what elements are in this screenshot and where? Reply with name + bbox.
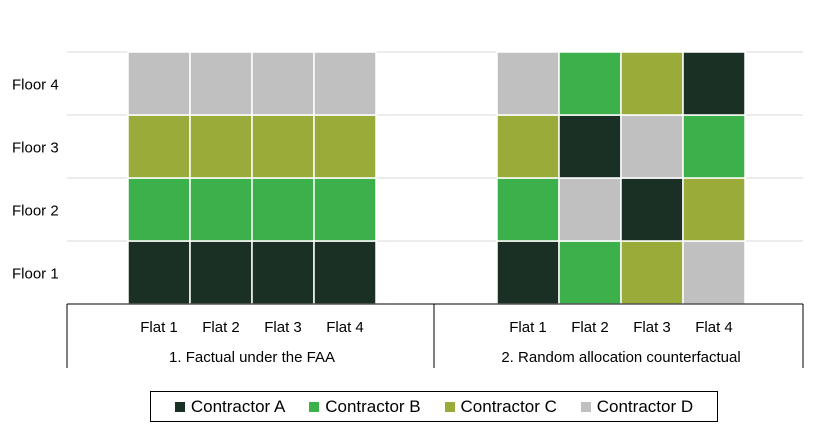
x-tick-label: Flat 1 bbox=[509, 319, 547, 336]
heatmap-cell bbox=[682, 240, 746, 305]
heatmap-cell bbox=[313, 240, 377, 305]
panel-label: 2. Random allocation counterfactual bbox=[501, 349, 740, 366]
legend-swatch bbox=[174, 401, 185, 412]
legend-item: Contractor A bbox=[174, 396, 286, 417]
heatmap-cell bbox=[620, 114, 684, 179]
x-tick-label: Flat 3 bbox=[264, 319, 302, 336]
legend: Contractor A Contractor B Contractor C Cont… bbox=[150, 391, 718, 422]
heatmap-cell bbox=[313, 177, 377, 242]
legend-item: Contractor D bbox=[580, 396, 694, 417]
heatmap-cell bbox=[558, 177, 622, 242]
heatmap-cell bbox=[127, 51, 191, 116]
x-tick-label: Flat 2 bbox=[571, 319, 609, 336]
y-tick-label: Floor 4 bbox=[12, 77, 59, 94]
heatmap-cell bbox=[189, 177, 253, 242]
heatmap-cell bbox=[189, 240, 253, 305]
y-tick-label: Floor 3 bbox=[12, 140, 59, 157]
y-tick-label: Floor 1 bbox=[12, 266, 59, 283]
heatmap-cell bbox=[496, 114, 560, 179]
heatmap-cell bbox=[313, 114, 377, 179]
heatmap-cell bbox=[496, 240, 560, 305]
heatmap-cell bbox=[558, 51, 622, 116]
heatmap-cell bbox=[127, 240, 191, 305]
heatmap-cell bbox=[251, 114, 315, 179]
category-axis bbox=[66, 303, 804, 368]
heatmap-cell bbox=[189, 51, 253, 116]
heatmap-cell bbox=[127, 114, 191, 179]
heatmap-cell bbox=[682, 177, 746, 242]
legend-item: Contractor C bbox=[444, 396, 557, 417]
legend-label: Contractor A bbox=[190, 396, 286, 416]
heatmap-cell bbox=[496, 177, 560, 242]
heatmap-cell bbox=[496, 51, 560, 116]
legend-swatch bbox=[309, 401, 320, 412]
heatmap-cell bbox=[189, 114, 253, 179]
legend-label: Contractor C bbox=[460, 396, 557, 416]
heatmap-cell bbox=[127, 177, 191, 242]
legend-item: Contractor B bbox=[309, 396, 421, 417]
legend-label: Contractor D bbox=[596, 396, 694, 416]
heatmap-cell bbox=[558, 114, 622, 179]
y-axis-labels: Floor 1 Floor 2 Floor 3 Floor 4 bbox=[12, 77, 59, 283]
legend-swatch bbox=[444, 401, 455, 412]
heatmap-cell bbox=[558, 240, 622, 305]
x-tick-label: Flat 1 bbox=[140, 319, 178, 336]
x-tick-label: Flat 4 bbox=[695, 319, 733, 336]
heatmap-cell bbox=[682, 51, 746, 116]
panel-label: 1. Factual under the FAA bbox=[169, 349, 335, 366]
heatmap-cell bbox=[620, 240, 684, 305]
legend-swatch bbox=[580, 401, 591, 412]
x-tick-label: Flat 4 bbox=[326, 319, 364, 336]
legend-label: Contractor B bbox=[325, 396, 421, 416]
heatmap-cell bbox=[251, 51, 315, 116]
heatmap-cells bbox=[127, 51, 746, 305]
heatmap-cell bbox=[620, 51, 684, 116]
x-tick-label: Flat 3 bbox=[633, 319, 671, 336]
heatmap-cell bbox=[682, 114, 746, 179]
y-tick-label: Floor 2 bbox=[12, 203, 59, 220]
heatmap-cell bbox=[251, 177, 315, 242]
heatmap-cell bbox=[620, 177, 684, 242]
x-axis-labels: Flat 1 Flat 2 Flat 3 Flat 4 1. Factual under… bbox=[140, 319, 740, 366]
x-tick-label: Flat 2 bbox=[202, 319, 240, 336]
heatmap-cell bbox=[313, 51, 377, 116]
heatmap-cell bbox=[251, 240, 315, 305]
